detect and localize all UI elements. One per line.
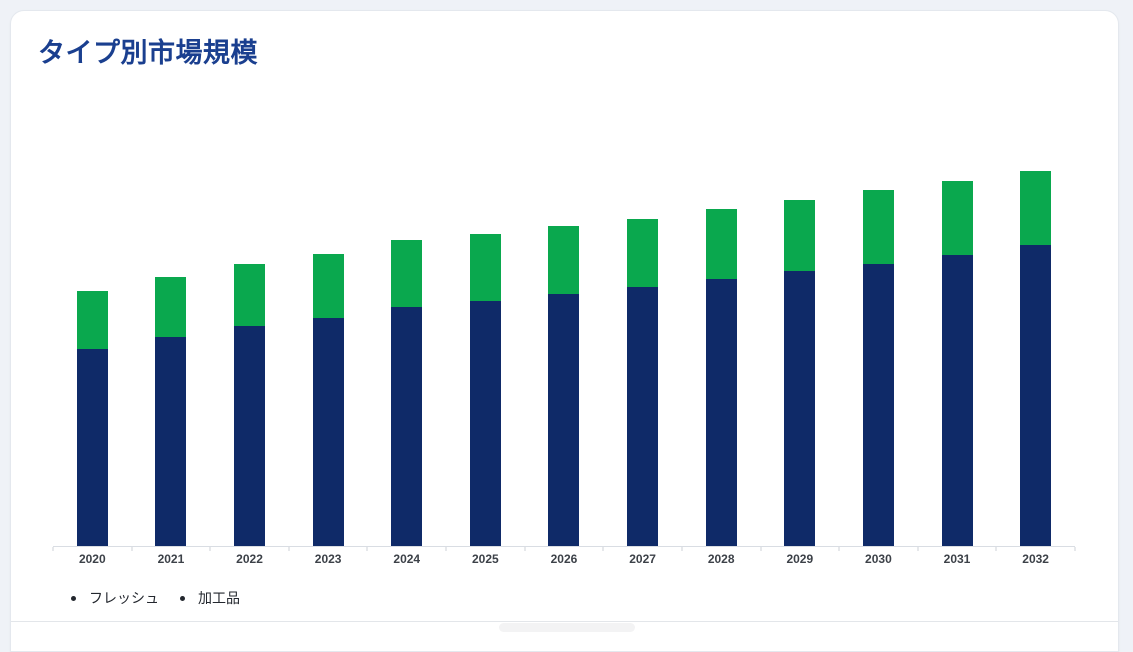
bar-segment-processed-2022[interactable] (234, 264, 266, 326)
bar-2031[interactable] (941, 181, 973, 546)
bar-segment-processed-2032[interactable] (1020, 171, 1052, 245)
legend-bullet-icon (71, 595, 76, 601)
bar-segment-fresh-2020[interactable] (76, 349, 108, 546)
bar-group-2023 (289, 126, 368, 546)
bar-segment-fresh-2031[interactable] (941, 255, 973, 546)
legend-bullet-icon (180, 595, 185, 601)
bar-2030[interactable] (862, 190, 894, 546)
bar-2027[interactable] (627, 219, 659, 546)
bar-2020[interactable] (76, 291, 108, 546)
bar-2026[interactable] (548, 226, 580, 546)
axis-tick (288, 547, 290, 551)
bar-2024[interactable] (391, 240, 423, 546)
bar-group-2025 (446, 126, 525, 546)
bar-2028[interactable] (705, 209, 737, 546)
axis-tick (52, 547, 54, 551)
bar-segment-fresh-2023[interactable] (312, 318, 344, 546)
bar-segment-fresh-2032[interactable] (1020, 245, 1052, 546)
bar-segment-processed-2024[interactable] (391, 240, 423, 307)
x-axis-label-2025: 2025 (472, 552, 499, 566)
bar-group-2021 (132, 126, 211, 546)
bar-group-2028 (682, 126, 761, 546)
bar-segment-fresh-2026[interactable] (548, 294, 580, 546)
bar-group-2031 (918, 126, 997, 546)
bar-group-2022 (210, 126, 289, 546)
x-axis-label-2024: 2024 (393, 552, 421, 566)
axis-tick (838, 547, 840, 551)
bar-segment-processed-2027[interactable] (627, 219, 659, 287)
bar-segment-fresh-2028[interactable] (705, 279, 737, 546)
bar-segment-fresh-2027[interactable] (627, 287, 659, 546)
next-section-peek (499, 623, 635, 632)
page-title: タイプ別市場規模 (38, 38, 258, 68)
bar-segment-processed-2023[interactable] (312, 254, 344, 318)
bar-segment-processed-2031[interactable] (941, 181, 973, 255)
x-axis-label-2021: 2021 (157, 552, 185, 566)
bar-segment-processed-2025[interactable] (469, 234, 501, 301)
bar-group-2026 (525, 126, 604, 546)
legend-label-fresh: フレッシュ (89, 590, 159, 606)
bar-segment-fresh-2021[interactable] (155, 337, 187, 546)
bar-segment-fresh-2022[interactable] (234, 326, 266, 546)
bar-segment-fresh-2025[interactable] (469, 301, 501, 546)
axis-tick (131, 547, 133, 551)
bar-group-2029 (760, 126, 839, 546)
axis-tick (524, 547, 526, 551)
axis-tick (917, 547, 919, 551)
axis-tick (209, 547, 211, 551)
x-axis-label-2028: 2028 (707, 552, 735, 566)
axis-tick (602, 547, 604, 551)
x-axis-label-2031: 2031 (943, 552, 971, 566)
bar-2032[interactable] (1020, 171, 1052, 546)
chart-card: タイプ別市場規模 2020 2021 2022 2023 2024 2025 2026 202… (10, 10, 1119, 652)
axis-tick (1074, 547, 1076, 551)
x-axis-label-2023: 2023 (314, 552, 342, 566)
x-axis-label-2027: 2027 (629, 552, 656, 566)
legend-item-fresh[interactable]: フレッシュ (71, 588, 159, 608)
axis-tick (681, 547, 683, 551)
x-axis-labels: 2020 2021 2022 2023 2024 2025 2026 2027 2028 2029… (53, 552, 1075, 566)
bar-segment-processed-2026[interactable] (548, 226, 580, 294)
bar-group-2027 (603, 126, 682, 546)
axis-tick (995, 547, 997, 551)
bar-segment-processed-2030[interactable] (862, 190, 894, 264)
page: { "header": { "title": "タイプ別市場規模", "titl… (10, 10, 1119, 652)
x-axis-label-2026: 2026 (550, 552, 578, 566)
x-axis-label-2032: 2032 (1022, 552, 1049, 566)
x-axis-label-2022: 2022 (236, 552, 263, 566)
chart-legend: フレッシュ 加工品 (71, 588, 240, 608)
bar-segment-processed-2029[interactable] (784, 200, 816, 271)
x-axis-label-2030: 2030 (865, 552, 892, 566)
plot-area (52, 126, 1076, 551)
bar-2029[interactable] (784, 200, 816, 546)
bar-segment-fresh-2030[interactable] (862, 264, 894, 546)
bar-2021[interactable] (155, 277, 187, 546)
bar-group-2032 (996, 126, 1075, 546)
x-axis-label-2029: 2029 (786, 552, 814, 566)
bar-2025[interactable] (469, 234, 501, 546)
bar-segment-fresh-2024[interactable] (391, 307, 423, 546)
axis-tick (445, 547, 447, 551)
axis-tick (760, 547, 762, 551)
legend-item-processed[interactable]: 加工品 (180, 588, 240, 608)
bar-2022[interactable] (234, 264, 266, 546)
bar-group-2024 (367, 126, 446, 546)
bar-segment-processed-2028[interactable] (705, 209, 737, 279)
bar-group-2030 (839, 126, 918, 546)
axis-tick (366, 547, 368, 551)
bar-segment-fresh-2029[interactable] (784, 271, 816, 546)
bar-segment-processed-2021[interactable] (155, 277, 187, 337)
bar-2023[interactable] (312, 254, 344, 546)
bottom-divider (11, 621, 1118, 622)
x-axis-label-2020: 2020 (78, 552, 106, 566)
legend-label-processed: 加工品 (198, 590, 240, 606)
bar-segment-processed-2020[interactable] (76, 291, 108, 349)
bar-group-2020 (53, 126, 132, 546)
